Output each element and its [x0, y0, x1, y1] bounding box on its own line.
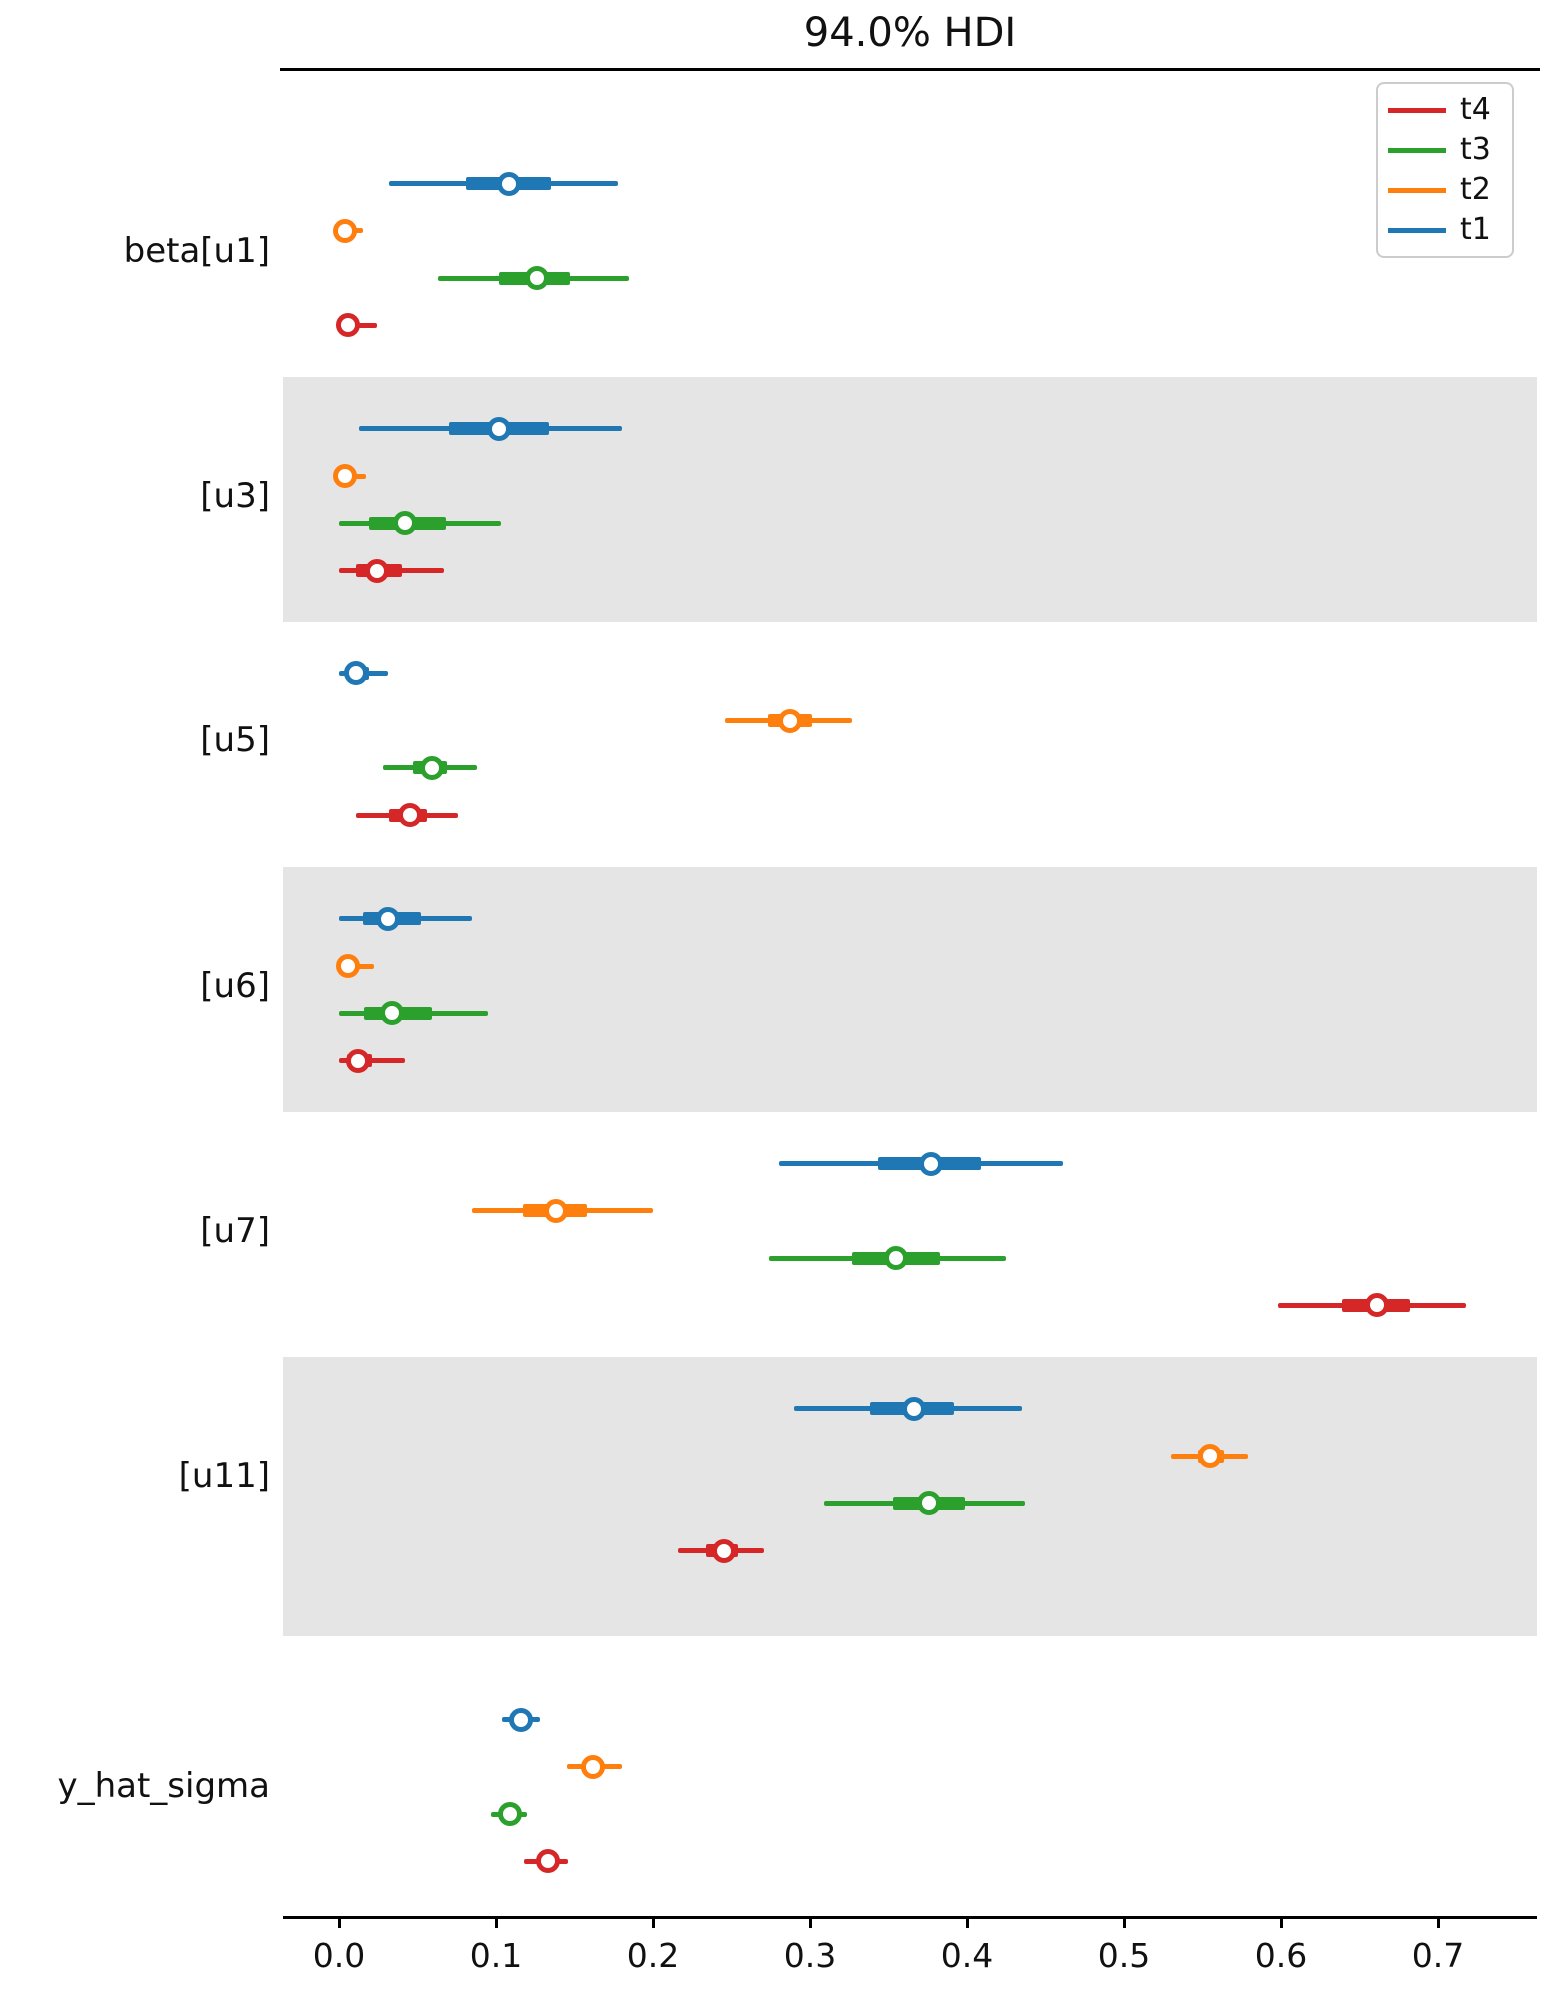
legend-line-swatch [1388, 147, 1446, 153]
legend-label: t2 [1460, 172, 1491, 207]
point-marker [333, 464, 358, 489]
point-marker [581, 1754, 606, 1779]
point-marker [392, 511, 417, 536]
y-axis-label: [u5] [200, 720, 270, 761]
x-tick-mark [1436, 1918, 1440, 1928]
point-marker [336, 954, 361, 978]
point-marker [918, 1151, 943, 1176]
shaded-band [283, 866, 1537, 1112]
legend-line-swatch [1388, 187, 1446, 193]
x-tick-label: 0.2 [626, 1936, 680, 1975]
point-marker [375, 906, 400, 931]
y-axis-label: beta[u1] [123, 230, 270, 271]
point-marker [336, 313, 361, 338]
point-marker [333, 218, 358, 243]
point-marker [777, 708, 802, 733]
legend-label: t3 [1460, 132, 1491, 167]
chart-title: 94.0% HDI [803, 10, 1017, 56]
legend-line-swatch [1388, 227, 1446, 233]
x-tick-mark [651, 1918, 655, 1928]
point-marker [901, 1396, 926, 1421]
x-tick-mark [494, 1918, 498, 1928]
point-marker [1198, 1444, 1223, 1469]
x-tick-label: 0.1 [469, 1936, 523, 1975]
point-marker [917, 1491, 942, 1516]
point-marker [344, 661, 369, 686]
point-marker [397, 803, 422, 828]
x-tick-label: 0.6 [1254, 1936, 1308, 1975]
point-marker [524, 266, 549, 291]
point-marker [535, 1849, 560, 1874]
point-marker [419, 755, 444, 780]
x-tick-mark [808, 1918, 812, 1928]
point-marker [380, 1001, 405, 1026]
point-marker [487, 416, 512, 441]
point-marker [345, 1048, 370, 1073]
x-tick-mark [1122, 1918, 1126, 1928]
x-tick-label: 0.3 [783, 1936, 837, 1975]
point-marker [711, 1538, 736, 1563]
point-marker [1364, 1293, 1389, 1318]
legend: t4 t3 t2 t1 [1376, 82, 1514, 258]
x-tick-label: 0.4 [940, 1936, 994, 1975]
x-tick-label: 0.0 [312, 1936, 366, 1975]
legend-label: t1 [1460, 212, 1491, 247]
legend-item: t2 [1388, 175, 1502, 205]
point-marker [496, 171, 521, 196]
x-tick-mark [337, 1918, 341, 1928]
x-tick-mark [1279, 1918, 1283, 1928]
point-marker [509, 1707, 534, 1732]
point-marker [364, 558, 389, 583]
x-tick-label: 0.5 [1097, 1936, 1151, 1975]
x-tick-label: 0.7 [1411, 1936, 1465, 1975]
legend-item: t1 [1388, 215, 1502, 245]
shaded-band [283, 377, 1537, 622]
point-marker [884, 1246, 909, 1271]
y-axis-label: [u7] [200, 1210, 270, 1251]
y-axis-label: [u3] [200, 475, 270, 516]
legend-label: t4 [1460, 92, 1491, 127]
y-axis-label: [u11] [178, 1455, 270, 1496]
bottom-spine [283, 1916, 1537, 1919]
x-tick-mark [965, 1918, 969, 1928]
hdi-line [339, 1058, 405, 1063]
legend-item: t3 [1388, 135, 1502, 165]
y-axis-label: [u6] [200, 965, 270, 1006]
point-marker [543, 1198, 568, 1223]
top-spine [280, 68, 1540, 71]
y-axis-label: y_hat_sigma [57, 1766, 270, 1807]
point-marker [498, 1802, 523, 1826]
legend-line-swatch [1388, 107, 1446, 113]
legend-item: t4 [1388, 95, 1502, 125]
